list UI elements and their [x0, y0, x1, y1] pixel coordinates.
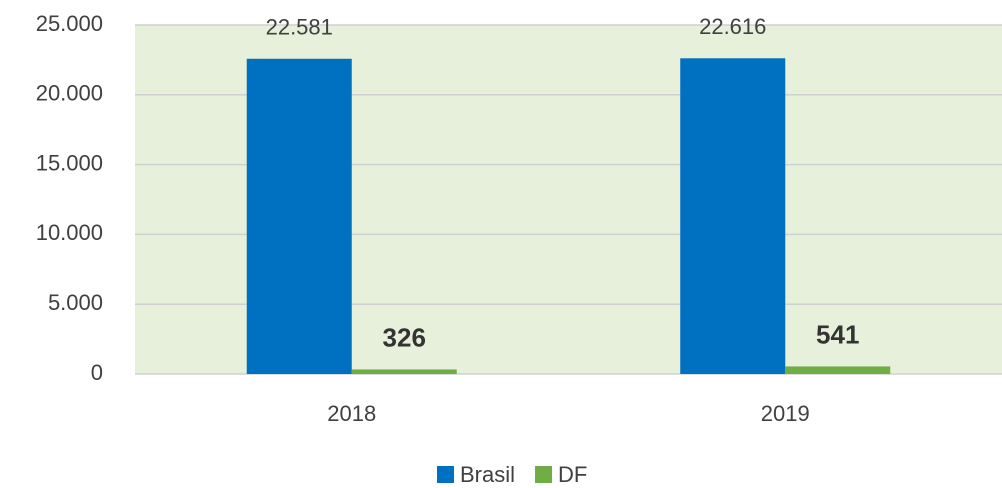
y-tick-label: 0: [91, 360, 103, 385]
value-label: 22.581: [266, 15, 333, 40]
y-tick-label: 20.000: [36, 81, 103, 106]
legend-label: Brasil: [460, 462, 515, 487]
bar: [351, 369, 457, 374]
x-tick-label: 2018: [327, 401, 376, 426]
y-tick-label: 15.000: [36, 150, 103, 175]
legend-label: DF: [558, 462, 587, 487]
y-tick-label: 10.000: [36, 220, 103, 245]
bar: [785, 366, 891, 374]
bar: [246, 58, 352, 375]
legend-swatch: [535, 466, 553, 483]
x-tick-label: 2019: [761, 401, 810, 426]
bar: [680, 58, 786, 374]
legend-swatch: [437, 466, 454, 483]
value-label: 22.616: [699, 14, 766, 39]
y-tick-label: 25.000: [36, 11, 103, 36]
y-tick-label: 5.000: [48, 290, 103, 315]
value-label: 326: [383, 322, 426, 352]
value-label: 541: [816, 319, 859, 349]
